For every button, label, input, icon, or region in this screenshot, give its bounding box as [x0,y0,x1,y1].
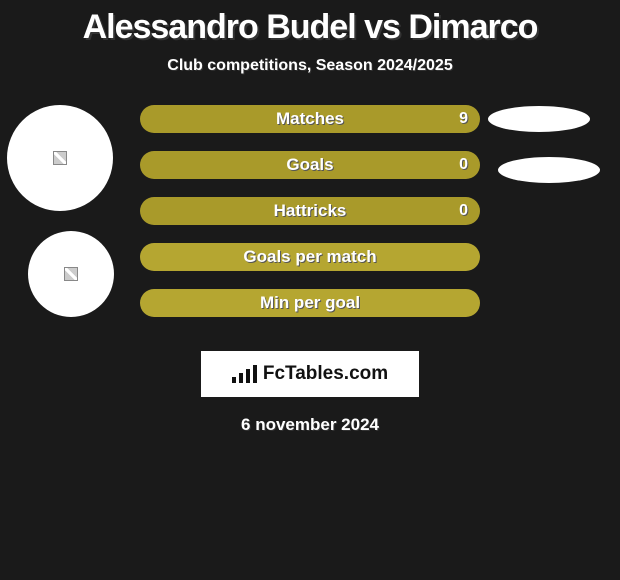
bar-label: Hattricks [274,201,347,221]
bar-chart-icon [232,365,257,383]
broken-image-icon [64,267,78,281]
date-label: 6 november 2024 [0,415,620,435]
player-avatar-2 [28,231,114,317]
logo-text: FcTables.com [232,363,388,385]
value-pill-1 [488,106,590,132]
bar-label: Goals [286,155,333,175]
bar-goals: Goals 0 [140,151,480,179]
value-pill-2 [498,157,600,183]
comparison-chart: Matches 9 Goals 0 Hattricks 0 Goals per … [0,105,620,345]
bar-min-per-goal: Min per goal [140,289,480,317]
bar-label: Goals per match [243,247,376,267]
bar-label: Min per goal [260,293,360,313]
bar-matches: Matches 9 [140,105,480,133]
bar-hattricks: Hattricks 0 [140,197,480,225]
logo-label: FcTables.com [263,363,388,385]
bar-goals-per-match: Goals per match [140,243,480,271]
player-avatar-1 [7,105,113,211]
subtitle: Club competitions, Season 2024/2025 [0,57,620,75]
bar-label: Matches [276,109,344,129]
bar-value: 0 [459,156,468,174]
broken-image-icon [53,151,67,165]
stat-bars: Matches 9 Goals 0 Hattricks 0 Goals per … [140,105,480,335]
bar-value: 0 [459,202,468,220]
bar-value: 9 [459,110,468,128]
fctables-logo: FcTables.com [201,351,419,397]
page-title: Alessandro Budel vs Dimarco [0,0,620,47]
